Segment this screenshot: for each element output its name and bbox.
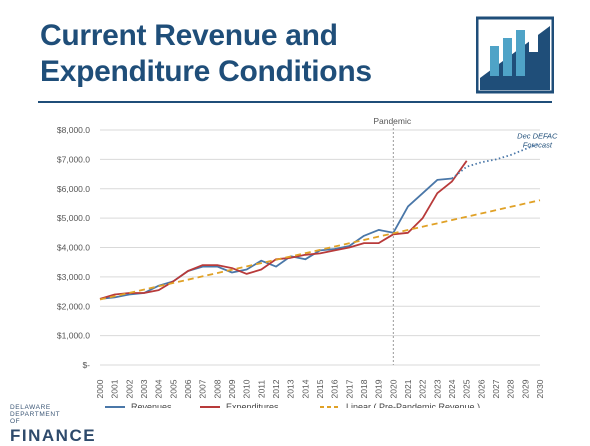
- y-tick-label: $3,000.0: [57, 272, 90, 282]
- forecast-label-line1: Dec DEFAC: [517, 131, 558, 140]
- x-tick-label: 2006: [183, 379, 193, 398]
- y-tick-label: $1,000.0: [57, 331, 90, 341]
- x-tick-label: 2017: [344, 379, 354, 398]
- revenue-expenditure-chart: $- $1,000.0 $2,000.0 $3,000.0 $4,000.0 $5,000…: [57, 116, 558, 408]
- x-tick-label: 2008: [212, 379, 222, 398]
- x-tick-label: 2005: [168, 379, 178, 398]
- x-tick-label: 2028: [506, 379, 516, 398]
- y-tick-label: $7,000.0: [57, 154, 90, 164]
- x-tick-label: 2016: [330, 379, 340, 398]
- y-tick-label: $-: [82, 360, 90, 370]
- x-tick-label: 2021: [403, 379, 413, 398]
- x-tick-label: 2022: [418, 379, 428, 398]
- x-tick-label: 2025: [462, 379, 472, 398]
- x-tick-label: 2010: [242, 379, 252, 398]
- brand-line1: DELAWARE: [10, 404, 51, 411]
- series-line-forecast: [451, 142, 541, 180]
- x-tick-label: 2007: [198, 379, 208, 398]
- legend-label: Expenditures: [226, 402, 279, 408]
- x-tick-label: 2000: [95, 379, 105, 398]
- legend-label: Revenues: [131, 402, 172, 408]
- y-tick-label: $8,000.0: [57, 125, 90, 135]
- x-tick-label: 2002: [124, 379, 134, 398]
- x-tick-label: 2027: [491, 379, 501, 398]
- series-line-revenues: [99, 177, 453, 300]
- title-divider: [38, 101, 552, 103]
- x-tick-label: 2011: [256, 380, 266, 399]
- x-tick-label: 2029: [520, 379, 530, 398]
- x-tick-label: 2024: [447, 379, 457, 398]
- brand-line2: DEPARTMENT OF: [10, 411, 61, 425]
- bar-chart-logo-icon: [476, 16, 554, 94]
- y-tick-label: $6,000.0: [57, 184, 90, 194]
- x-tick-label: 2004: [154, 379, 164, 398]
- x-tick-label: 2018: [359, 379, 369, 398]
- x-tick-label: 2001: [110, 379, 120, 398]
- x-tick-label: 2015: [315, 379, 325, 398]
- series-line-linear-pre-pandemic-revenue: [99, 199, 541, 301]
- x-tick-label: 2013: [286, 379, 296, 398]
- y-tick-label: $2,000.0: [57, 301, 90, 311]
- y-tick-label: $5,000.0: [57, 213, 90, 223]
- legend-label: Linear ( Pre-Pandemic Revenue ): [346, 402, 480, 408]
- x-tick-label: 2014: [300, 379, 310, 398]
- x-tick-label: 2012: [271, 379, 281, 398]
- x-tick-label: 2030: [535, 379, 545, 398]
- brand-name: FINANCE: [10, 426, 97, 445]
- x-tick-label: 2026: [476, 379, 486, 398]
- x-tick-label: 2019: [374, 379, 384, 398]
- pandemic-label: Pandemic: [373, 116, 412, 126]
- x-tick-label: 2003: [139, 379, 149, 398]
- x-tick-label: 2009: [227, 379, 237, 398]
- slide-title: Current Revenue and Expenditure Conditio…: [40, 19, 372, 88]
- x-tick-label: 2020: [388, 379, 398, 398]
- x-tick-label: 2023: [432, 379, 442, 398]
- series-line-expenditures: [99, 160, 468, 300]
- y-tick-label: $4,000.0: [57, 243, 90, 253]
